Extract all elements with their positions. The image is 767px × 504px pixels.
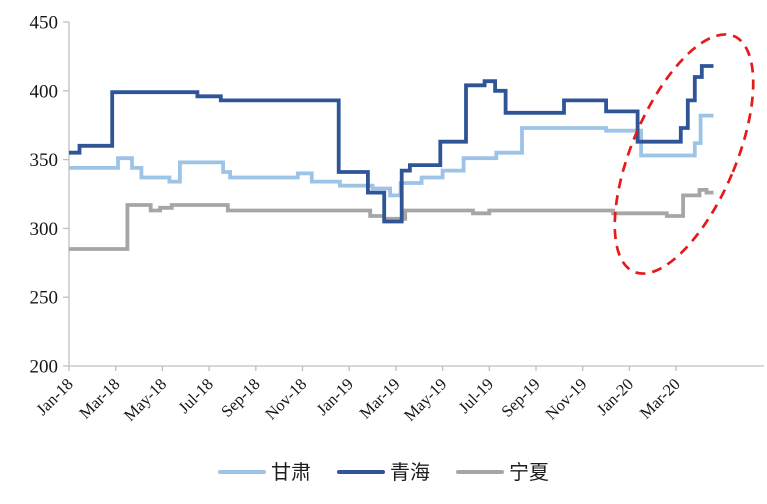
x-tick-label: May-19 — [400, 374, 450, 424]
series-line-gansu — [69, 113, 714, 198]
chart-legend: 甘肃 青海 宁夏 — [0, 462, 767, 482]
series-line-ningxia — [69, 187, 714, 251]
legend-swatch-ningxia — [456, 469, 504, 475]
y-tick-label: 250 — [30, 288, 59, 309]
x-tick-label: Jul-19 — [455, 374, 498, 417]
legend-label-ningxia: 宁夏 — [509, 460, 549, 484]
y-tick-label: 450 — [30, 13, 59, 34]
legend-item-ningxia: 宁夏 — [456, 462, 549, 482]
legend-item-gansu: 甘肃 — [218, 462, 311, 482]
x-tick-label: Jul-18 — [174, 374, 217, 417]
x-tick-label: May-18 — [120, 374, 170, 424]
x-tick-label: Mar-19 — [356, 374, 404, 422]
x-tick-label: Mar-20 — [636, 374, 684, 422]
x-tick-label: Sep-19 — [497, 374, 543, 420]
x-tick-label: Mar-18 — [75, 374, 123, 422]
legend-swatch-qinghai — [337, 469, 385, 475]
x-tick-label: Nov-18 — [261, 374, 310, 423]
legend-label-gansu: 甘肃 — [271, 460, 311, 484]
x-tick-label: Jan-19 — [312, 374, 357, 419]
x-tick-label: Jan-20 — [593, 374, 638, 419]
y-tick-label: 350 — [30, 150, 59, 171]
x-tick-label: Jan-18 — [32, 374, 77, 419]
y-tick-label: 400 — [30, 81, 59, 102]
x-tick-label: Sep-18 — [217, 374, 263, 420]
highlight-ellipse — [613, 33, 755, 275]
legend-item-qinghai: 青海 — [337, 462, 430, 482]
x-tick-label: Nov-19 — [541, 374, 590, 423]
y-tick-label: 200 — [30, 357, 59, 378]
y-tick-label: 300 — [30, 219, 59, 240]
series-line-qinghai — [69, 64, 714, 224]
legend-swatch-gansu — [218, 469, 266, 475]
legend-label-qinghai: 青海 — [390, 460, 430, 484]
